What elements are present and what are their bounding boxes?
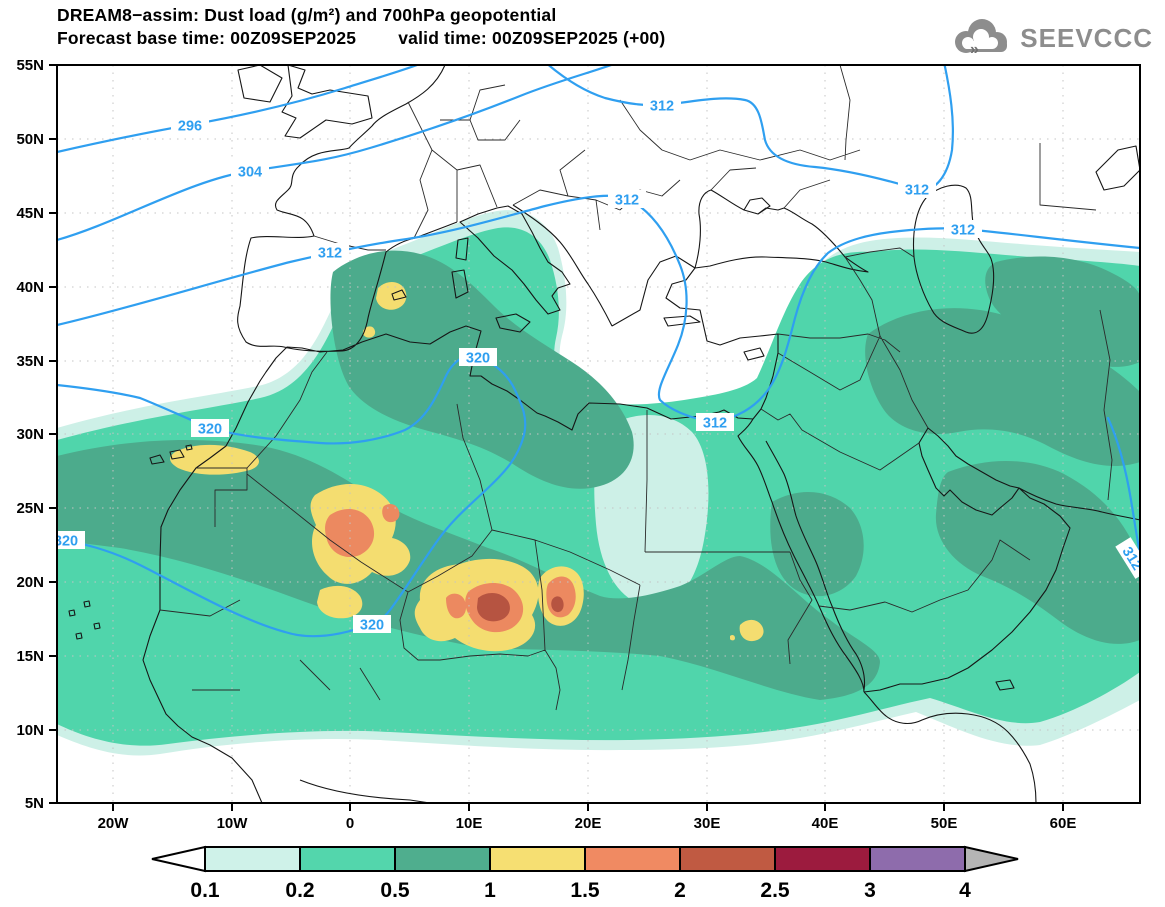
contour-label-text: 312 (615, 193, 639, 209)
lat-label: 20N (16, 574, 44, 591)
dust-region-1 (170, 282, 764, 652)
colorbar: 0.1 0.2 0.5 1 1.5 2 2.5 3 4 (151, 845, 1019, 902)
lat-label: 10N (16, 722, 44, 739)
contour-312-north (546, 65, 954, 191)
contour-296 (57, 65, 421, 154)
contour-label-text: 312 (703, 416, 727, 432)
lon-label: 50E (931, 815, 958, 832)
contour-label-text: 320 (198, 422, 222, 438)
cloud-inner (962, 29, 999, 49)
colorbar-tick-label: 0.2 (285, 879, 314, 902)
y-axis-ticks (49, 64, 57, 804)
lat-label: 5N (25, 795, 44, 812)
colorbar-tick-label: 3 (864, 879, 876, 902)
lat-label: 30N (16, 426, 44, 443)
map-content: 296 304 312 312 312 312 (54, 65, 1140, 803)
colorbar-cell (394, 846, 491, 872)
coastline-paths (68, 65, 1140, 803)
colorbar-tick-label: 2.5 (760, 879, 790, 902)
contour-304 (57, 65, 615, 242)
contour-label-320-tunisia: 320 (459, 348, 497, 367)
lat-label: 25N (16, 500, 44, 517)
y-axis-labels: 55N 50N 45N 40N 35N 30N 25N 20N 15N 10N … (16, 57, 44, 812)
colorbar-left-arrow (151, 845, 206, 873)
lon-label: 60E (1050, 815, 1077, 832)
title-block: DREAM8−assim: Dust load (g/m²) and 700hP… (57, 4, 665, 50)
colorbar-tick-label: 4 (959, 879, 971, 902)
contour-320 (57, 354, 527, 638)
contour-312-east-edge (1106, 416, 1140, 561)
contour-label-text: 296 (178, 119, 202, 135)
contour-label-312-egypt: 312 (696, 413, 734, 432)
contour-label-text: 304 (238, 165, 262, 181)
x-axis-ticks (112, 803, 1064, 811)
lon-label: 30E (694, 815, 721, 832)
colorbar-right-arrow (964, 845, 1019, 873)
coastlines (68, 65, 1140, 803)
figure-subtitle: Forecast base time: 00Z09SEP2025 valid ti… (57, 27, 665, 50)
contour-label-312-north1: 312 (643, 96, 681, 115)
valid-time: valid time: 00Z09SEP2025 (+00) (398, 28, 666, 48)
colorbar-cell (584, 846, 681, 872)
lat-label: 45N (16, 205, 44, 222)
forecast-base-time: Forecast base time: 00Z09SEP2025 (57, 28, 357, 48)
colorbar-tick-label: 0.1 (190, 879, 220, 902)
chevrons-icon: » (970, 41, 979, 58)
contour-label-text: 320 (54, 534, 78, 550)
cloud-logo-icon: » (955, 19, 1008, 58)
contour-label-text: 312 (650, 99, 674, 115)
contour-label-text: 312 (951, 223, 975, 239)
lon-label: 0 (346, 815, 354, 832)
contour-label-296: 296 (171, 116, 209, 135)
colorbar-cell (869, 846, 966, 872)
contour-label-312-mid: 312 (608, 190, 646, 209)
colorbar-tick-label: 1 (484, 879, 496, 902)
dust-region-2 (477, 592, 564, 622)
lat-label: 50N (16, 131, 44, 148)
border-paths (159, 65, 1113, 711)
country-borders (159, 65, 1113, 711)
x-axis-labels: 20W 10W 0 10E 20E 30E 40E 50E 60E (98, 815, 1077, 832)
contour-label-312-west: 312 (311, 243, 349, 262)
geopotential-contours (57, 65, 1140, 638)
contour-label-312-north2: 312 (898, 180, 936, 199)
colorbar-cell (204, 846, 301, 872)
dust-region-1p5 (325, 503, 576, 633)
axis-ticks (49, 64, 1064, 811)
lon-label: 20W (98, 815, 130, 832)
graticule-parallels (57, 138, 1140, 731)
lon-label: 10W (217, 815, 249, 832)
contour-label-text: 312 (318, 246, 342, 262)
lon-label: 40E (812, 815, 839, 832)
lat-label: 15N (16, 648, 44, 665)
colorbar-cell (299, 846, 396, 872)
colorbar-tick-label: 2 (674, 879, 686, 902)
colorbar-cell (489, 846, 586, 872)
lon-label: 20E (575, 815, 602, 832)
seevccc-logo: » SEEVCCC (946, 16, 1153, 60)
logo-text: SEEVCCC (1020, 22, 1153, 53)
lat-label: 35N (16, 353, 44, 370)
contour-label-text: 320 (466, 351, 490, 367)
contour-label-320-morocco: 320 (191, 419, 229, 438)
colorbar-tick-label: 1.5 (570, 879, 600, 902)
contour-label-layer: 296 304 312 312 312 312 (54, 96, 1140, 634)
contour-label-text: 312 (905, 183, 929, 199)
lat-label: 40N (16, 279, 44, 296)
contour-label-text: 320 (360, 618, 384, 634)
figure-title: DREAM8−assim: Dust load (g/m²) and 700hP… (57, 5, 557, 25)
lon-label: 10E (456, 815, 483, 832)
colorbar-cell (679, 846, 776, 872)
contour-label-320-sahara: 320 (353, 615, 391, 634)
contour-label-304: 304 (231, 162, 269, 181)
contour-label-320-edge: 320 (54, 531, 85, 550)
contour-312-west (57, 194, 1140, 423)
colorbar-tick-label: 0.5 (380, 879, 410, 902)
colorbar-cell (774, 846, 871, 872)
contour-label-312-east: 312 (944, 220, 982, 239)
lat-label: 55N (16, 57, 44, 74)
